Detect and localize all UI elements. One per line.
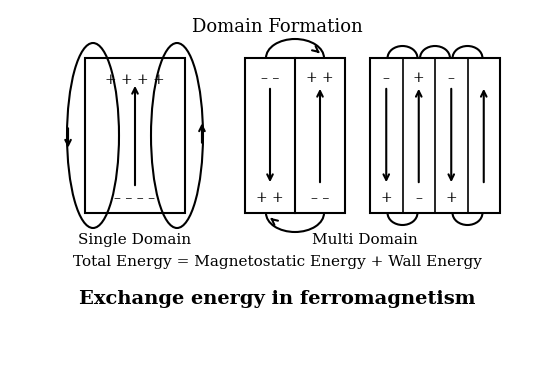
Text: –: – — [383, 71, 390, 85]
FancyBboxPatch shape — [85, 58, 185, 213]
Text: +: + — [446, 191, 457, 205]
Text: Exchange energy in ferromagnetism: Exchange energy in ferromagnetism — [79, 290, 475, 308]
Text: –: – — [415, 191, 422, 205]
Text: +: + — [380, 191, 392, 205]
Text: + +: + + — [256, 191, 284, 205]
Text: – –: – – — [261, 71, 279, 85]
Text: +: + — [413, 71, 425, 85]
Text: – –: – – — [311, 191, 329, 205]
Text: + + + +: + + + + — [105, 73, 165, 87]
Text: + +: + + — [306, 71, 334, 85]
FancyBboxPatch shape — [370, 58, 500, 213]
Text: –: – — [448, 71, 455, 85]
Text: Multi Domain: Multi Domain — [312, 233, 418, 247]
FancyBboxPatch shape — [245, 58, 345, 213]
Text: Total Energy = Magnetostatic Energy + Wall Energy: Total Energy = Magnetostatic Energy + Wa… — [73, 255, 481, 269]
Text: Single Domain: Single Domain — [78, 233, 191, 247]
Text: Domain Formation: Domain Formation — [191, 18, 362, 36]
Text: – – – –: – – – – — [114, 191, 155, 205]
